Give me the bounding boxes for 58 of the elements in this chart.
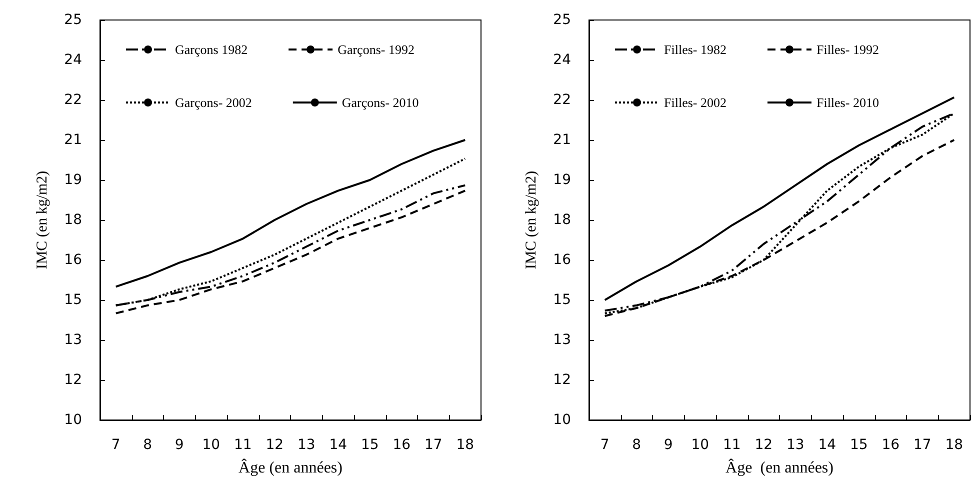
legend-label: Filles- 2010 (816, 95, 879, 110)
legend-label: Filles- 1992 (816, 42, 879, 57)
y-tick-label: 25 (553, 12, 571, 28)
legend-label: Garçons 1982 (175, 42, 248, 57)
x-axis-title: Âge (en années) (726, 458, 834, 476)
x-tick-label: 8 (143, 437, 152, 453)
y-tick-label: 15 (64, 292, 82, 308)
x-tick-label: 9 (664, 437, 673, 453)
y-tick-label: 24 (553, 52, 572, 68)
x-tick-label: 10 (202, 437, 220, 453)
y-tick-label: 19 (553, 172, 571, 188)
x-tick-label: 16 (882, 437, 900, 453)
y-tick-label: 24 (64, 52, 82, 68)
legend-label: Garçons- 1992 (338, 42, 414, 57)
y-tick-label: 13 (553, 332, 571, 348)
y-tick-label: 16 (553, 252, 572, 268)
x-tick-label: 18 (945, 437, 964, 453)
x-tick-label: 14 (818, 437, 836, 453)
y-tick-label: 18 (64, 212, 82, 228)
y-tick-label: 12 (553, 372, 571, 388)
y-tick-label: 10 (553, 412, 571, 428)
y-tick-label: 13 (64, 332, 82, 348)
legend-label: Filles- 2002 (664, 95, 726, 110)
x-tick-label: 17 (424, 437, 442, 453)
legend-label: Garçons- 2002 (175, 95, 252, 110)
x-tick-label: 14 (329, 437, 348, 453)
x-tick-label: 9 (174, 437, 184, 453)
y-axis-title: IMC (en kg/m2) (524, 170, 540, 270)
y-tick-label: 19 (64, 172, 82, 188)
y-tick-label: 22 (64, 92, 82, 108)
x-tick-label: 8 (632, 437, 642, 453)
x-tick-label: 11 (722, 437, 741, 453)
legend-label: Filles- 1982 (664, 42, 726, 57)
y-tick-label: 15 (553, 292, 571, 308)
x-tick-label: 13 (297, 437, 316, 453)
x-tick-label: 18 (456, 437, 474, 453)
legend-label: Garçons- 2010 (342, 95, 419, 110)
y-tick-label: 21 (553, 132, 571, 148)
y-tick-label: 10 (64, 412, 82, 428)
y-tick-label: 25 (64, 12, 82, 28)
y-axis-title: IMC (en kg/m2) (34, 170, 50, 270)
x-tick-label: 11 (234, 437, 252, 453)
x-axis-title: Âge (en années) (238, 458, 342, 476)
x-tick-label: 12 (754, 437, 773, 453)
y-tick-label: 12 (64, 372, 82, 388)
x-tick-label: 7 (600, 437, 610, 453)
y-tick-label: 16 (64, 252, 82, 268)
y-tick-label: 22 (553, 92, 571, 108)
x-tick-label: 12 (266, 437, 284, 453)
x-tick-label: 16 (392, 437, 411, 453)
x-tick-label: 13 (786, 437, 804, 453)
x-tick-label: 15 (850, 437, 868, 453)
x-tick-label: 7 (111, 437, 120, 453)
y-tick-label: 18 (553, 212, 571, 228)
x-tick-label: 17 (913, 437, 932, 453)
x-tick-label: 15 (360, 437, 379, 453)
x-tick-label: 10 (691, 437, 710, 453)
y-tick-label: 21 (64, 132, 82, 148)
